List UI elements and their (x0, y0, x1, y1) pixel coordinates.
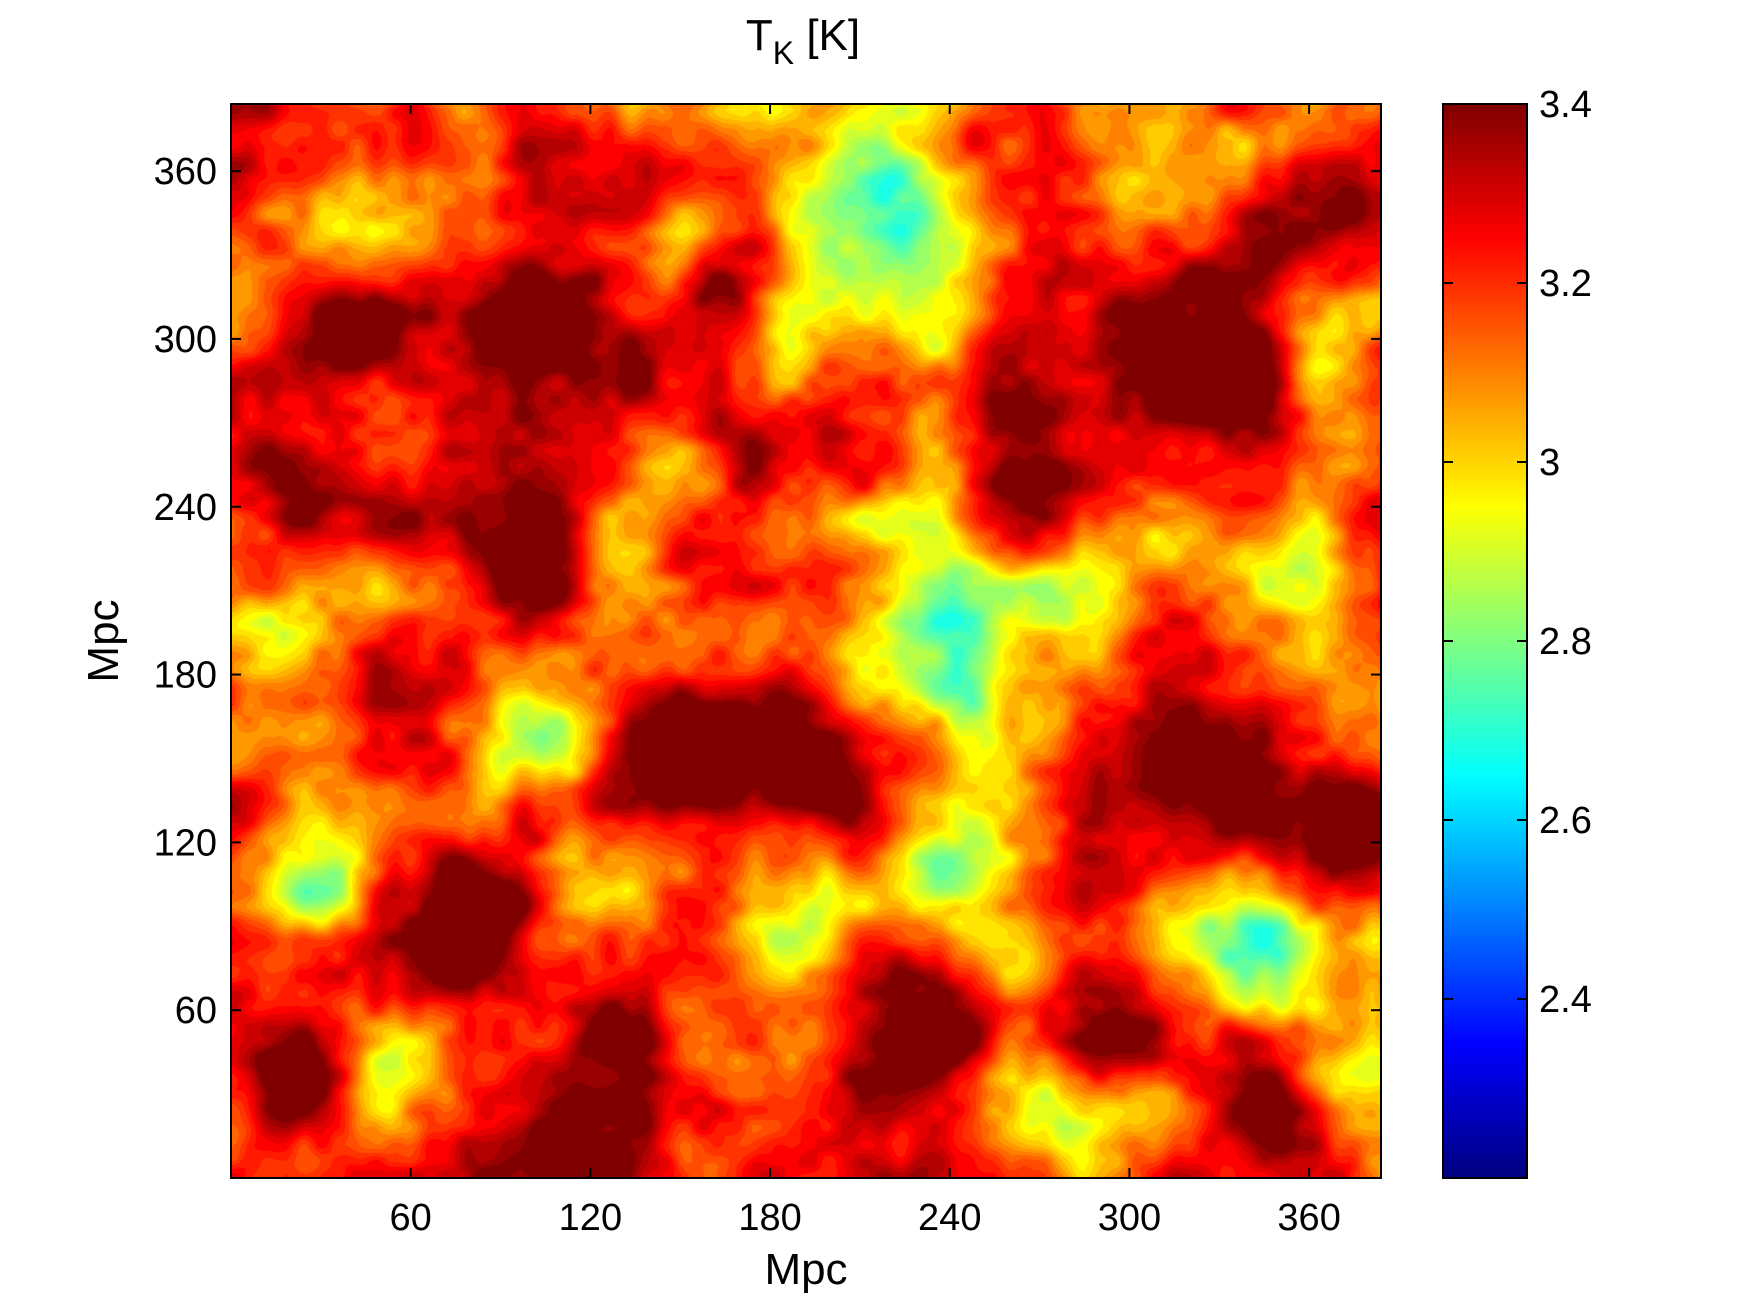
x-axis-ticks: 60 120 180 240 300 360 (390, 104, 1341, 1239)
colorbar-ticks: 2.4 2.6 2.8 3 3.2 3.4 (1443, 84, 1592, 1021)
chart-title: TK [K] (746, 11, 860, 71)
colorbar-gradient (1443, 104, 1527, 1178)
x-tick-label: 360 (1277, 1197, 1340, 1239)
x-tick-label: 60 (390, 1197, 432, 1239)
heatmap-raster (231, 104, 1381, 1178)
title-main: T (746, 11, 773, 60)
x-tick-label: 180 (738, 1197, 801, 1239)
y-tick-label: 360 (154, 151, 217, 193)
colorbar-tick-label: 3.2 (1539, 263, 1592, 305)
y-tick-label: 60 (175, 990, 217, 1032)
x-tick-label: 120 (559, 1197, 622, 1239)
heatmap-raster-container (231, 104, 1381, 1178)
heatmap-panel: 60 120 180 240 300 360 60 120 180 240 300 360 (154, 103, 1382, 1239)
colorbar: 2.4 2.6 2.8 3 3.2 3.4 (1442, 84, 1592, 1179)
y-axis-ticks: 60 120 180 240 300 360 (154, 151, 1381, 1032)
colorbar-tick-label: 2.4 (1539, 979, 1592, 1021)
colorbar-tick-label: 3 (1539, 442, 1560, 484)
title-unit: [K] (794, 11, 860, 60)
heatmap-frame (230, 103, 1382, 1179)
colorbar-tick-label: 3.4 (1539, 84, 1592, 126)
y-tick-label: 240 (154, 487, 217, 529)
x-tick-label: 240 (918, 1197, 981, 1239)
x-axis-label: Mpc (764, 1245, 847, 1294)
title-subscript: K (773, 35, 794, 71)
y-tick-label: 180 (154, 655, 217, 697)
colorbar-tick-label: 2.8 (1539, 621, 1592, 663)
y-tick-label: 300 (154, 319, 217, 361)
x-tick-label: 300 (1098, 1197, 1161, 1239)
y-axis-label: Mpc (79, 599, 128, 682)
colorbar-tick-label: 2.6 (1539, 800, 1592, 842)
y-tick-label: 120 (154, 822, 217, 864)
